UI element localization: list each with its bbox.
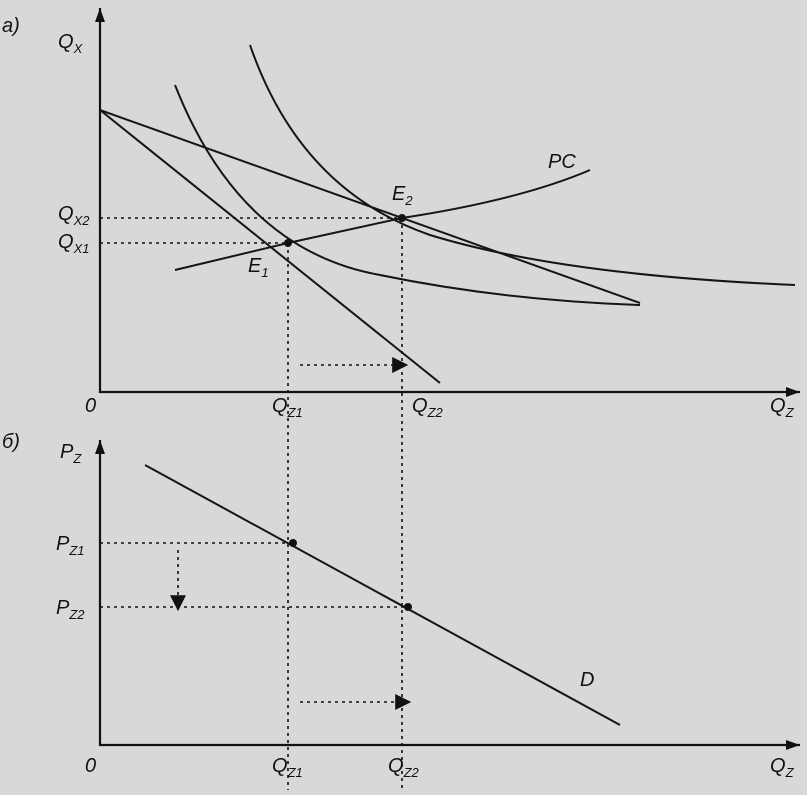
x-mark: QZ2 — [388, 755, 420, 780]
y-mark: PZ1 — [56, 533, 85, 558]
label-part: Q — [58, 203, 74, 225]
label-part: E — [392, 183, 406, 205]
point-label: E2 — [392, 183, 413, 208]
label-part: Z1 — [287, 405, 303, 420]
label-part: X2 — [73, 213, 91, 228]
label-part: Z — [72, 451, 82, 466]
label-part: Z — [785, 405, 795, 420]
label-part: Z2 — [403, 765, 420, 780]
x-mark: QZ1 — [272, 755, 303, 780]
label-part: Z1 — [68, 543, 84, 558]
demand-line — [144, 464, 621, 726]
point-e1 — [284, 239, 292, 247]
panel-tag: б) — [2, 431, 20, 453]
origin: 0 — [85, 755, 96, 777]
label-part: Q — [770, 755, 786, 777]
y-mark: QX2 — [58, 203, 90, 228]
indifference-curve-2 — [249, 44, 796, 286]
guide-lines — [100, 217, 403, 790]
axes-a — [98, 8, 800, 394]
axis-label: QZ — [770, 755, 795, 780]
label-part: E — [248, 255, 262, 277]
label-part: Z2 — [427, 405, 444, 420]
price-guides — [100, 542, 408, 608]
label-part: Q — [272, 395, 288, 417]
point-e2 — [398, 214, 406, 222]
label-part: X1 — [73, 241, 90, 256]
point-b1 — [289, 539, 297, 547]
axis-label: PZ — [60, 441, 82, 466]
point-b2 — [404, 603, 412, 611]
label-part: Q — [58, 231, 74, 253]
label-part: X — [73, 41, 84, 56]
label-part: 1 — [261, 265, 268, 280]
curve-label: PC — [548, 151, 576, 173]
label-part: Q — [58, 31, 74, 53]
axis-label: QX — [58, 31, 84, 56]
point-label: E1 — [248, 255, 269, 280]
y-mark: PZ2 — [56, 597, 85, 622]
indifference-curve-1 — [174, 84, 641, 306]
x-mark: QZ2 — [412, 395, 444, 420]
label-part: Q — [412, 395, 428, 417]
axes-b — [98, 440, 800, 747]
panel-tag: а) — [2, 15, 20, 37]
label-part: P — [56, 597, 70, 619]
label-part: P — [60, 441, 74, 463]
origin: 0 — [85, 395, 96, 417]
label-part: P — [56, 533, 70, 555]
curve-label: D — [580, 669, 594, 691]
label-part: Z — [785, 765, 795, 780]
label-part: Q — [272, 755, 288, 777]
x-mark: QZ1 — [272, 395, 303, 420]
axis-label: QZ — [770, 395, 795, 420]
y-mark: QX1 — [58, 231, 89, 256]
label-part: Q — [388, 755, 404, 777]
label-part: Q — [770, 395, 786, 417]
label-part: Z1 — [287, 765, 303, 780]
label-part: Z2 — [68, 607, 85, 622]
label-part: 2 — [404, 193, 413, 208]
